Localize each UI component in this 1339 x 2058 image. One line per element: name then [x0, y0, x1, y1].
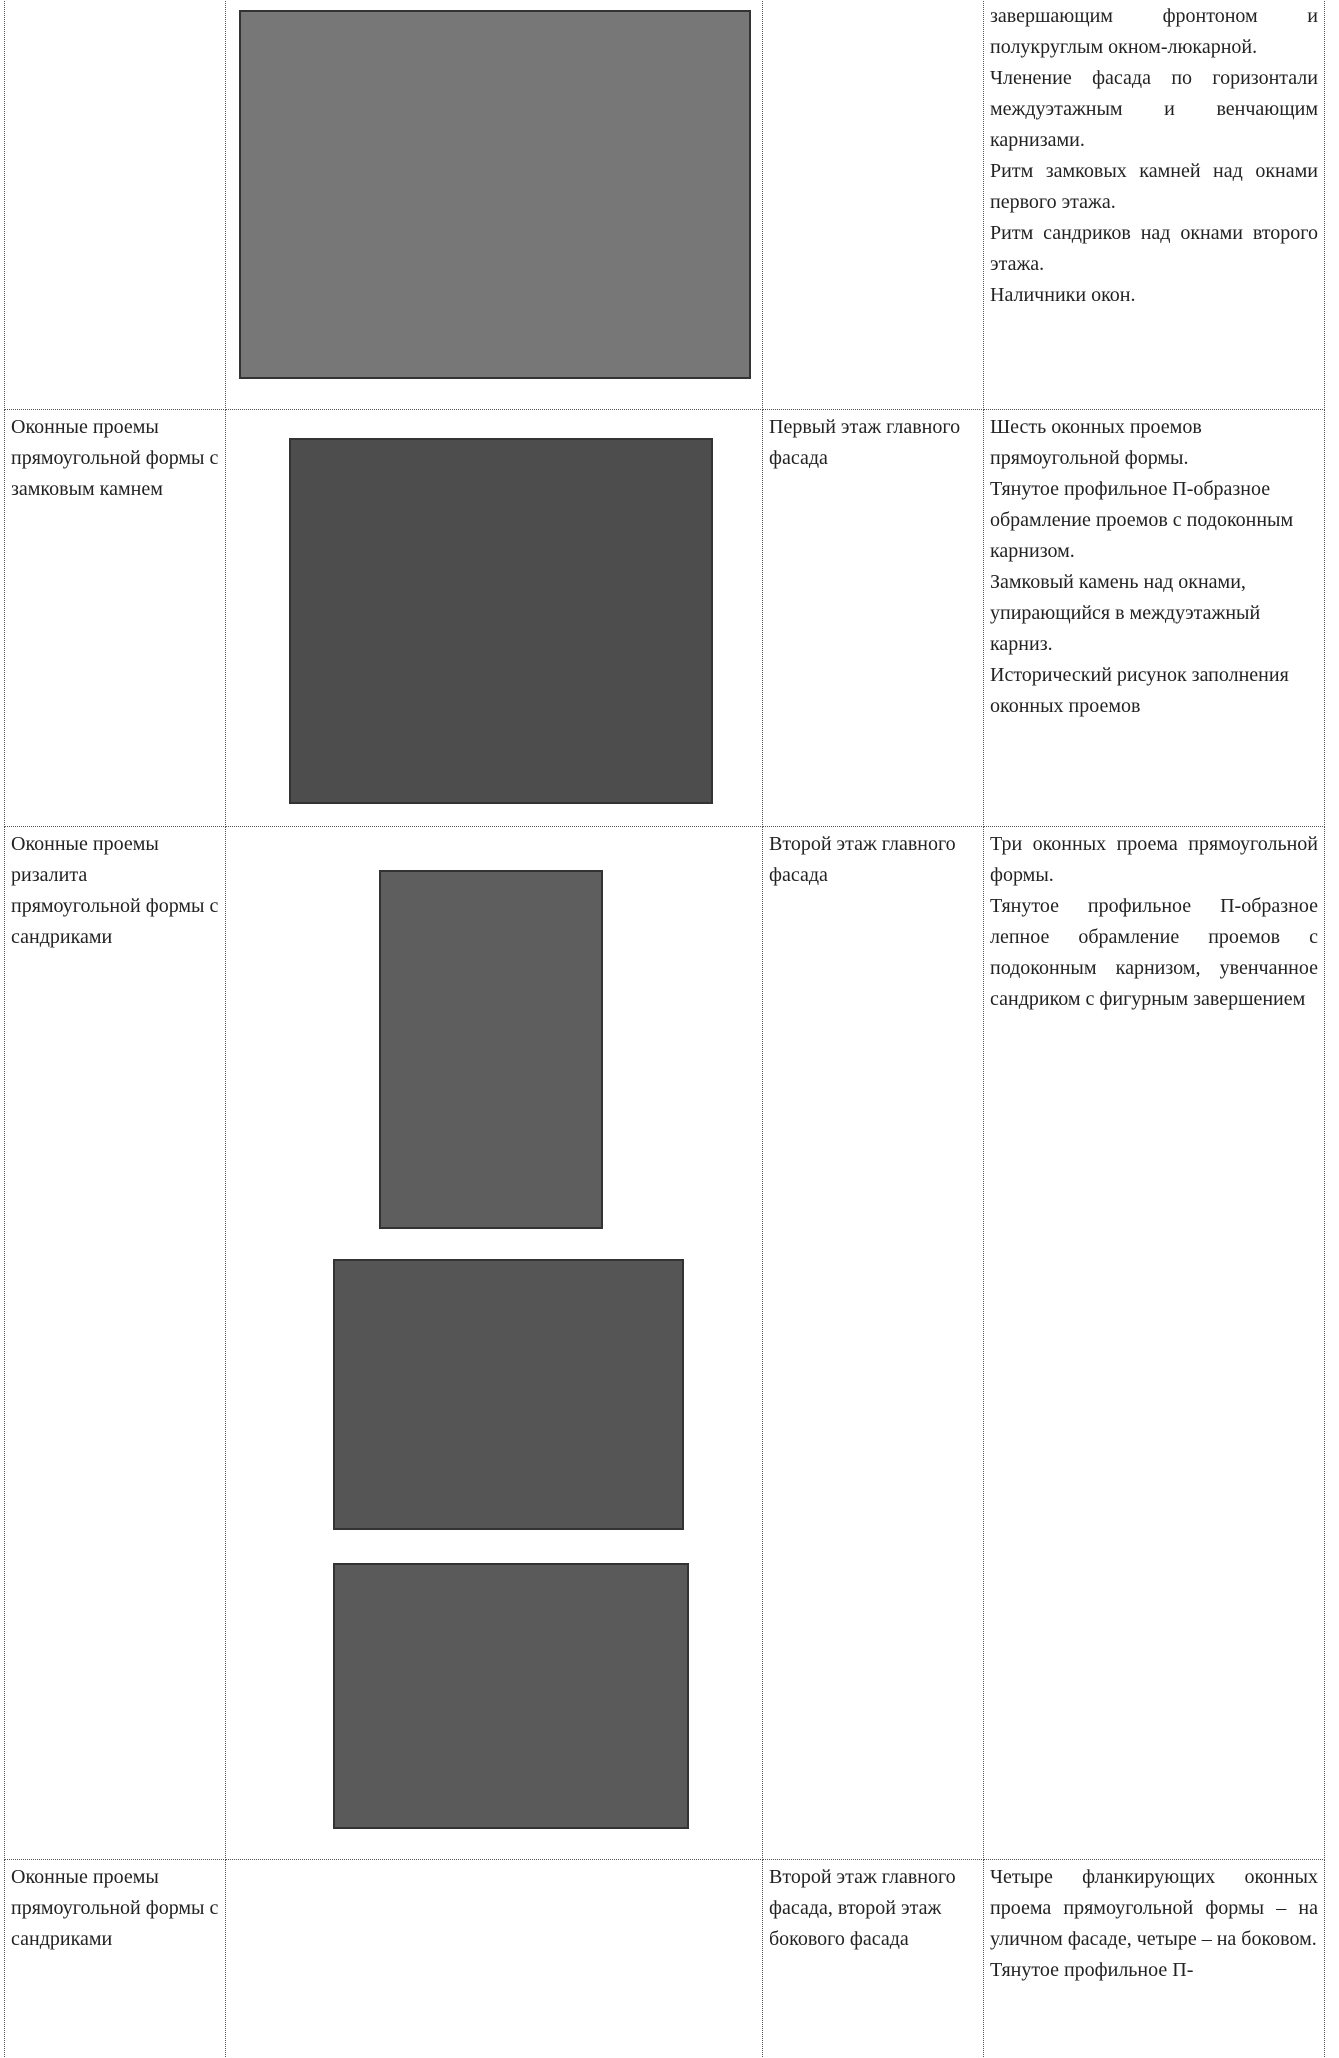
- element-cell: Оконные проемы ризалита прямоугольной фо…: [4, 826, 226, 1860]
- element-cell: Оконные проемы прямоугольной формы с сан…: [4, 1859, 226, 2058]
- description-paragraph: завершающим фронтоном и полукруглым окно…: [990, 5, 1318, 58]
- description-paragraph: Членение фасада по горизонтали междуэтаж…: [990, 67, 1318, 151]
- description-cell: Три оконных проема прямоугольной формы. Т…: [983, 826, 1325, 1860]
- location-cell: Второй этаж главного фасада: [762, 826, 984, 1860]
- detail-photo: [333, 1563, 689, 1829]
- description-cell: Четыре фланкирующих оконных проема прямо…: [983, 1859, 1325, 2058]
- location: Первый этаж главного фасада: [769, 416, 961, 469]
- element-cell: Оконные проемы прямоугольной формы с зам…: [4, 409, 226, 827]
- description-cell: Шесть оконных проемов прямоугольной форм…: [983, 409, 1325, 827]
- description-cell: завершающим фронтоном и полукруглым окно…: [983, 0, 1325, 410]
- description-paragraph: Четыре фланкирующих оконных проема прямо…: [990, 1866, 1318, 1950]
- description-paragraph: Наличники окон.: [990, 284, 1136, 306]
- description-paragraph: Ритм сандриков над окнами второго этажа.: [990, 222, 1318, 275]
- cell: [225, 1859, 763, 2058]
- cell: [4, 0, 226, 410]
- element-name: Оконные проемы ризалита прямоугольной фо…: [11, 833, 219, 948]
- building-photo: [239, 10, 751, 379]
- detail-photo: [333, 1259, 684, 1530]
- location: Второй этаж главного фасада: [769, 833, 956, 886]
- description-paragraph: Три оконных проема прямоугольной формы.: [990, 833, 1318, 886]
- description-paragraph: Шесть оконных проемов прямоугольной форм…: [990, 416, 1202, 469]
- window-photo: [289, 438, 713, 804]
- window-photo: [379, 870, 603, 1229]
- description-paragraph: Тянутое профильное П-образное лепное обр…: [990, 895, 1318, 1010]
- location-cell: Второй этаж главного фасада, второй этаж…: [762, 1859, 984, 2058]
- description-paragraph: Тянутое профильное П-: [990, 1959, 1194, 1981]
- location: Второй этаж главного фасада, второй этаж…: [769, 1866, 956, 1950]
- description-paragraph: Тянутое профильное П-образное обрамление…: [990, 478, 1294, 562]
- description-paragraph: Исторический рисунок заполнения оконных …: [990, 664, 1289, 717]
- element-name: Оконные проемы прямоугольной формы с сан…: [11, 1866, 219, 1950]
- cell: [762, 0, 984, 410]
- element-name: Оконные проемы прямоугольной формы с зам…: [11, 416, 219, 500]
- location-cell: Первый этаж главного фасада: [762, 409, 984, 827]
- description-paragraph: Замковый камень над окнами, упирающийся …: [990, 571, 1261, 655]
- description-paragraph: Ритм замковых камней над окнами первого …: [990, 160, 1318, 213]
